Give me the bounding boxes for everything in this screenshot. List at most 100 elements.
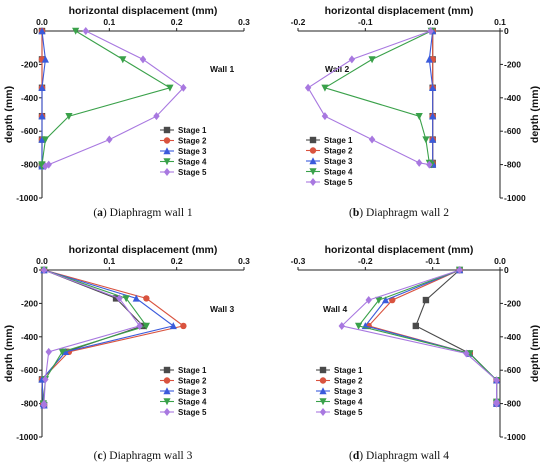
- y-tick-label: 0: [504, 265, 509, 275]
- data-point: [422, 136, 430, 144]
- x-axis-title: horizontal displacement (mm): [69, 244, 218, 256]
- data-point: [38, 135, 46, 143]
- data-point: [38, 27, 46, 35]
- panel-caption: (b) Diaphragm wall 2: [349, 207, 449, 219]
- data-point: [355, 322, 363, 330]
- x-tick-label: 0.0: [427, 17, 439, 27]
- x-tick-label: -0.1: [425, 256, 440, 266]
- data-point: [426, 160, 433, 169]
- data-point: [139, 322, 147, 330]
- legend-swatch-marker: [309, 147, 317, 154]
- legend-swatch-marker: [319, 366, 327, 374]
- y-tick-label: -1000: [16, 193, 38, 203]
- legend-swatch-marker: [163, 366, 171, 374]
- series-line: [357, 269, 498, 404]
- data-point: [41, 136, 49, 144]
- legend-label: Stage 3: [324, 157, 353, 166]
- legend-swatch-marker: [309, 136, 317, 144]
- series-line: [41, 30, 172, 167]
- x-tick-label: 0.1: [103, 17, 115, 27]
- panel-caption: (d) Diaphragm wall 4: [349, 450, 449, 462]
- data-point: [45, 347, 52, 356]
- legend-swatch-marker: [309, 178, 317, 186]
- panel-caption: (a) Diaphragm wall 1: [93, 207, 193, 219]
- y-tick-label: -400: [21, 332, 38, 342]
- data-point: [348, 55, 356, 64]
- series-stage-4: [39, 266, 150, 410]
- legend-label: Stage 3: [178, 387, 207, 396]
- y-tick-label: -1000: [16, 432, 38, 442]
- data-point: [321, 112, 329, 121]
- series-line: [367, 269, 498, 404]
- legend-swatch-marker: [163, 147, 171, 155]
- legend-label: Stage 4: [324, 168, 353, 177]
- data-point: [112, 295, 120, 302]
- data-point: [429, 83, 437, 91]
- x-axis-title: horizontal displacement (mm): [325, 244, 474, 256]
- data-point: [166, 84, 174, 92]
- chart-panel-4: -0.3 -0.2 -0.1 0.00 -200 -400 -600 -800 -1000 hor…: [291, 244, 541, 462]
- legend-swatch-marker: [319, 398, 327, 406]
- data-point: [180, 83, 187, 92]
- x-tick-label: 0.2: [171, 17, 183, 27]
- y-tick-label: -200: [504, 59, 521, 69]
- legend-label: Stage 5: [178, 408, 207, 417]
- series-stage-5: [42, 27, 187, 171]
- y-tick-label: -800: [21, 399, 38, 409]
- x-tick-label: 0.1: [103, 256, 115, 266]
- data-point: [42, 162, 49, 171]
- x-tick-label: -0.1: [358, 17, 373, 27]
- data-point: [61, 348, 70, 356]
- legend-swatch-marker: [309, 168, 317, 176]
- data-point: [40, 266, 48, 274]
- y-tick-label: -800: [504, 399, 521, 409]
- y-tick-label: -600: [21, 365, 38, 375]
- data-point: [412, 322, 420, 330]
- data-point: [116, 294, 123, 303]
- y-tick-label: -1000: [504, 193, 526, 203]
- series-stage-4: [38, 27, 174, 171]
- x-tick-label: -0.2: [358, 256, 373, 266]
- y-tick-label: 0: [504, 26, 509, 36]
- data-point: [304, 83, 312, 92]
- legend-swatch-marker: [319, 377, 327, 384]
- y-tick-label: -800: [504, 160, 521, 170]
- series-line: [45, 30, 185, 167]
- legend-label: Stage 4: [178, 398, 207, 407]
- legend-label: Stage 1: [334, 366, 363, 375]
- series-line: [364, 269, 498, 404]
- x-tick-label: 0.1: [494, 17, 506, 27]
- data-point: [429, 112, 437, 120]
- legend-swatch-marker: [319, 408, 327, 416]
- data-point: [365, 296, 372, 305]
- data-point: [422, 296, 430, 304]
- y-tick-label: 0: [33, 265, 38, 275]
- legend-label: Stage 2: [334, 377, 363, 386]
- data-point: [72, 27, 80, 35]
- x-tick-label: 0.3: [238, 256, 250, 266]
- series-stage-2: [365, 266, 500, 407]
- data-point: [493, 376, 500, 385]
- data-point: [427, 27, 434, 35]
- y-tick-label: -400: [21, 93, 38, 103]
- x-tick-label: 0.0: [36, 17, 48, 27]
- data-point: [368, 135, 376, 144]
- wall-label: Wall 3: [210, 304, 235, 314]
- x-tick-label: 0.0: [36, 256, 48, 266]
- x-tick-label: 0.2: [171, 256, 183, 266]
- legend-label: Stage 2: [324, 147, 353, 156]
- data-point: [136, 321, 143, 330]
- data-point: [415, 112, 423, 120]
- data-point: [106, 135, 113, 144]
- data-point: [42, 375, 49, 384]
- y-axis-title: depth (mm): [3, 325, 15, 382]
- series-stage-1: [412, 266, 500, 407]
- data-point: [381, 296, 390, 304]
- data-point: [65, 112, 73, 120]
- data-point: [82, 27, 89, 35]
- legend-label: Stage 3: [178, 147, 207, 156]
- series-line: [41, 269, 185, 406]
- y-tick-label: -400: [504, 93, 521, 103]
